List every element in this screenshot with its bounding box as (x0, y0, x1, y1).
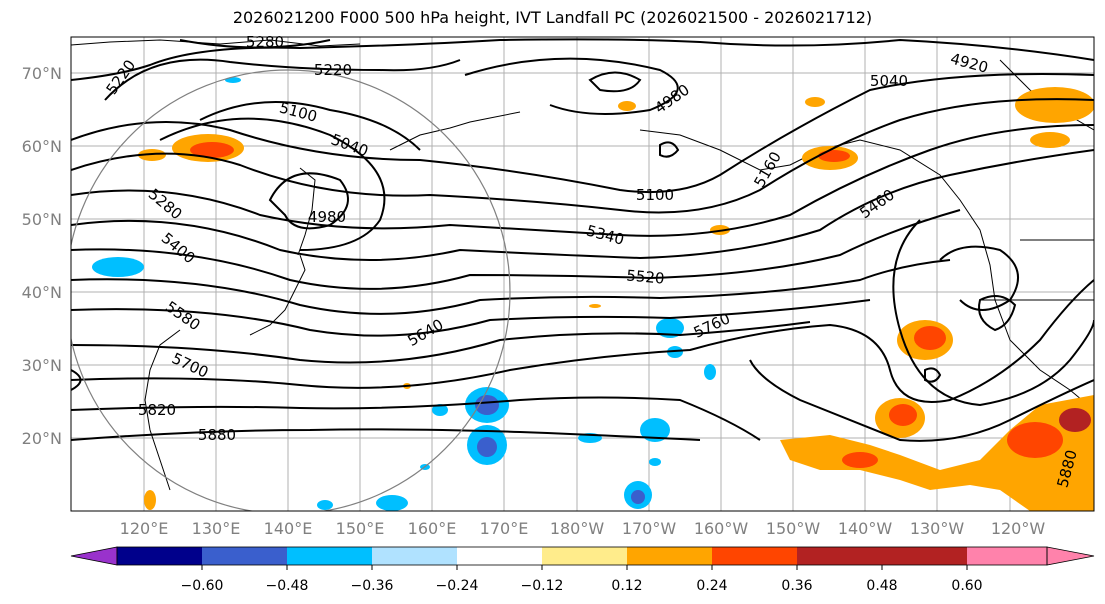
height-contours (71, 38, 1094, 442)
colorbar-extend-max (1046, 546, 1095, 566)
colorbar-swatch (117, 547, 202, 565)
colorbar: −0.60 −0.48 −0.36 −0.24 −0.12 0.12 0.24 … (70, 546, 1095, 594)
ivt-positive-regions (138, 87, 1094, 511)
colorbar-swatch (542, 547, 627, 565)
lon-label: 160°E (408, 519, 457, 538)
colorbar-tick: 0.12 (611, 578, 642, 594)
longitude-labels: 120°E 130°E 140°E 150°E 160°E 170°E 180°… (120, 519, 1046, 538)
colorbar-extend-min (70, 546, 118, 566)
lon-label: 180°W (550, 519, 605, 538)
colorbar-swatch (372, 547, 457, 565)
colorbar-tick: 0.24 (696, 578, 727, 594)
lon-label: 130°W (910, 519, 965, 538)
colorbar-tick: 0.48 (866, 578, 897, 594)
range-circle (71, 69, 511, 511)
lon-label: 140°W (838, 519, 893, 538)
contour-label: 5520 (626, 266, 666, 287)
lon-label: 150°W (766, 519, 821, 538)
contour-label: 5820 (138, 401, 176, 419)
colorbar-swatch (882, 547, 967, 565)
ivt-negative-regions (92, 77, 716, 511)
colorbar-tick: −0.60 (181, 578, 224, 594)
lon-label: 170°W (622, 519, 677, 538)
lat-label: 70°N (22, 64, 62, 83)
contour-label: 5880 (198, 426, 236, 444)
lon-label: 120°E (120, 519, 169, 538)
latitude-labels: 70°N 60°N 50°N 40°N 30°N 20°N (22, 64, 62, 448)
map-title: 2026021200 F000 500 hPa height, IVT Land… (232, 8, 873, 27)
colorbar-swatch (712, 547, 797, 565)
colorbar-swatch (967, 547, 1047, 565)
map-plot-area (71, 37, 1094, 511)
contour-label: 5100 (636, 186, 674, 204)
lon-label: 170°E (480, 519, 529, 538)
colorbar-swatch (797, 547, 882, 565)
colorbar-tick: −0.12 (521, 578, 564, 594)
lon-label: 120°W (991, 519, 1046, 538)
lon-label: 150°E (336, 519, 385, 538)
lat-label: 50°N (22, 210, 62, 229)
contour-label: 5220 (314, 61, 352, 79)
lat-label: 20°N (22, 429, 62, 448)
colorbar-tick: −0.48 (266, 578, 309, 594)
plot-frame (70, 36, 1095, 512)
lon-label: 140°E (264, 519, 313, 538)
contour-label: 4980 (308, 208, 346, 226)
colorbar-tick: −0.36 (351, 578, 394, 594)
contour-label: 5280 (246, 33, 284, 51)
contour-label: 5040 (870, 72, 908, 90)
lat-label: 30°N (22, 356, 62, 375)
colorbar-swatch (287, 547, 372, 565)
colorbar-tick: −0.24 (436, 578, 479, 594)
lon-label: 130°E (192, 519, 241, 538)
colorbar-swatch (202, 547, 287, 565)
colorbar-swatch (457, 547, 542, 565)
lat-label: 60°N (22, 137, 62, 156)
colorbar-swatch (627, 547, 712, 565)
colorbar-tick: 0.60 (951, 578, 982, 594)
colorbar-tick: 0.36 (781, 578, 812, 594)
lat-label: 40°N (22, 283, 62, 302)
lon-label: 160°W (694, 519, 749, 538)
